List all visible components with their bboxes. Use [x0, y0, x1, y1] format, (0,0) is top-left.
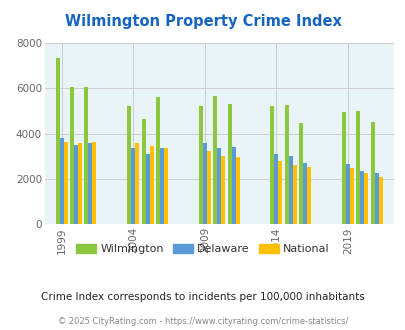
Bar	[349, 168, 353, 224]
Bar	[292, 165, 296, 224]
Bar	[145, 154, 149, 224]
Bar	[156, 97, 160, 224]
Bar	[149, 146, 153, 224]
Bar	[221, 156, 225, 224]
Bar	[141, 119, 145, 224]
Bar	[356, 111, 360, 224]
Text: Wilmington Property Crime Index: Wilmington Property Crime Index	[64, 14, 341, 29]
Bar	[84, 87, 88, 224]
Bar	[78, 143, 82, 224]
Bar	[378, 177, 382, 224]
Bar	[363, 173, 367, 224]
Bar	[235, 157, 239, 224]
Bar	[231, 147, 235, 224]
Bar	[341, 112, 345, 224]
Bar	[160, 148, 164, 224]
Text: Crime Index corresponds to incidents per 100,000 inhabitants: Crime Index corresponds to incidents per…	[41, 292, 364, 302]
Bar	[278, 161, 282, 224]
Text: © 2025 CityRating.com - https://www.cityrating.com/crime-statistics/: © 2025 CityRating.com - https://www.city…	[58, 317, 347, 326]
Bar	[374, 173, 378, 224]
Bar	[270, 106, 274, 224]
Legend: Wilmington, Delaware, National: Wilmington, Delaware, National	[71, 239, 334, 258]
Bar	[198, 106, 202, 224]
Bar	[135, 143, 139, 224]
Bar	[55, 58, 60, 224]
Bar	[298, 123, 303, 224]
Bar	[70, 87, 74, 224]
Bar	[274, 154, 278, 224]
Bar	[306, 167, 310, 224]
Bar	[74, 145, 78, 224]
Bar	[345, 164, 349, 224]
Bar	[202, 143, 207, 224]
Bar	[303, 163, 306, 224]
Bar	[207, 151, 211, 224]
Bar	[131, 148, 135, 224]
Bar	[60, 138, 64, 224]
Bar	[213, 96, 217, 224]
Bar	[360, 171, 363, 224]
Bar	[227, 104, 231, 224]
Bar	[64, 142, 68, 224]
Bar	[92, 142, 96, 224]
Bar	[164, 148, 168, 224]
Bar	[88, 143, 92, 224]
Bar	[288, 156, 292, 224]
Bar	[284, 105, 288, 224]
Bar	[217, 148, 221, 224]
Bar	[127, 106, 131, 224]
Bar	[370, 122, 374, 224]
